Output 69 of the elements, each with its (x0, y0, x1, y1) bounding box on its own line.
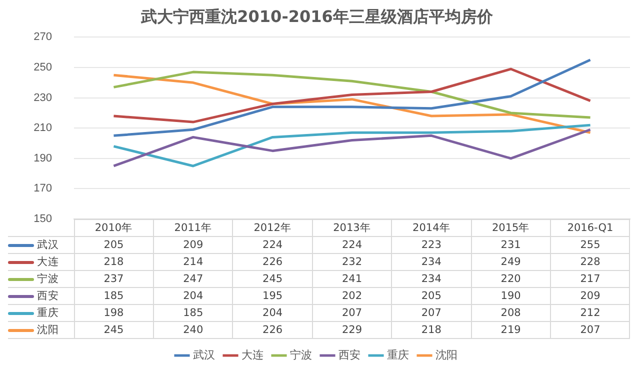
data-label: 218 (392, 322, 472, 338)
data-label: 229 (312, 322, 392, 338)
text: 重庆 (387, 348, 409, 362)
data-label: 204 (232, 304, 312, 322)
x-tick-label: 2012年 (232, 220, 312, 236)
text: 沈阳 (436, 348, 458, 362)
data-label: 207 (392, 304, 472, 322)
data-label: 237 (74, 270, 154, 288)
y-tick-label: 250 (34, 62, 52, 74)
x-tick-label: 2011年 (153, 220, 233, 236)
legend-label: 西安 (8, 288, 74, 304)
y-tick-label: 170 (34, 182, 52, 195)
data-label: 218 (74, 254, 154, 270)
data-label: 249 (471, 254, 551, 270)
data-label: 198 (74, 304, 154, 322)
data-label: 185 (74, 288, 154, 304)
y-tick-label: 190 (34, 152, 52, 164)
data-label: 208 (471, 304, 551, 322)
legend-label: 沈阳 (8, 322, 74, 338)
data-label: 223 (392, 236, 472, 254)
data-label: 209 (550, 288, 630, 304)
data-label: 195 (232, 288, 312, 304)
data-label: 205 (74, 236, 154, 254)
data-label: 209 (153, 236, 233, 254)
data-label: 224 (232, 236, 312, 254)
data-label: 202 (312, 288, 392, 304)
legend-label: 重庆 (8, 304, 74, 322)
data-label: 205 (392, 288, 472, 304)
text: 西安 (338, 348, 360, 362)
data-label: 228 (550, 254, 630, 270)
data-label: 207 (550, 322, 630, 338)
y-tick-label: 210 (34, 122, 52, 134)
data-label: 219 (471, 322, 551, 338)
data-label: 232 (312, 254, 392, 270)
legend-label: 武汉 (8, 236, 74, 254)
data-label: 241 (312, 270, 392, 288)
data-label: 226 (232, 322, 312, 338)
text: 宁波 (290, 348, 312, 362)
data-label: 220 (471, 270, 551, 288)
y-tick-label: 270 (34, 31, 52, 44)
data-label: 234 (392, 270, 472, 288)
chart-title: 武大宁西重沈2010-2016年三星级酒店平均房价 (140, 6, 494, 26)
x-tick-label: 2016-Q1 (550, 220, 630, 236)
data-label: 226 (232, 254, 312, 270)
data-label: 224 (312, 236, 392, 254)
y-tick-label: 230 (34, 92, 52, 104)
data-label: 247 (153, 270, 233, 288)
x-tick-label: 2010年 (74, 220, 154, 236)
data-label: 240 (153, 322, 233, 338)
data-label: 214 (153, 254, 233, 270)
data-label: 217 (550, 270, 630, 288)
text: 大连 (242, 348, 264, 362)
legend-label: 宁波 (8, 270, 74, 288)
data-label: 185 (153, 304, 233, 322)
text: 武汉 (193, 348, 215, 362)
data-label: 190 (471, 288, 551, 304)
x-tick-label: 2014年 (392, 220, 472, 236)
x-tick-label: 2013年 (312, 220, 392, 236)
data-label: 245 (74, 322, 154, 338)
x-tick-label: 2015年 (471, 220, 551, 236)
data-label: 207 (312, 304, 392, 322)
legend-label: 大连 (8, 254, 74, 270)
data-label: 212 (550, 304, 630, 322)
data-label: 245 (232, 270, 312, 288)
data-label: 204 (153, 288, 233, 304)
data-label: 234 (392, 254, 472, 270)
data-label: 255 (550, 236, 630, 254)
y-tick-label: 150 (34, 213, 52, 226)
data-label: 231 (471, 236, 551, 254)
